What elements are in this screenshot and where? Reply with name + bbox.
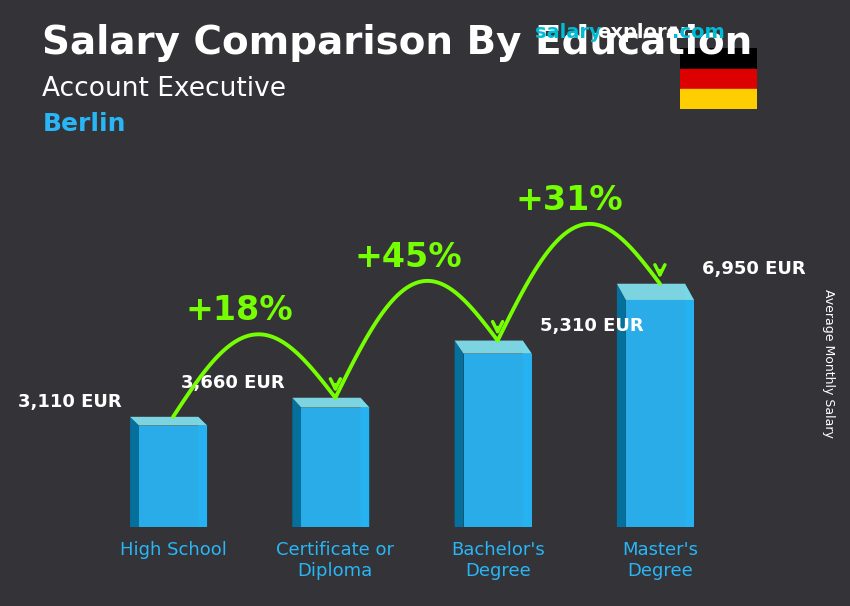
Text: 5,310 EUR: 5,310 EUR: [540, 317, 643, 335]
Polygon shape: [617, 284, 626, 527]
Polygon shape: [292, 398, 301, 527]
Polygon shape: [523, 341, 532, 527]
Polygon shape: [130, 417, 139, 527]
Text: salary: salary: [536, 23, 603, 42]
Bar: [680, 68, 756, 89]
Polygon shape: [455, 341, 463, 527]
Polygon shape: [617, 284, 694, 300]
Text: .com: .com: [672, 23, 725, 42]
Text: Average Monthly Salary: Average Monthly Salary: [822, 289, 836, 438]
Text: +45%: +45%: [354, 241, 462, 274]
Bar: [680, 89, 756, 109]
Polygon shape: [139, 425, 207, 527]
Text: +31%: +31%: [516, 184, 623, 217]
Polygon shape: [292, 398, 370, 408]
Polygon shape: [626, 300, 694, 527]
Text: 3,110 EUR: 3,110 EUR: [19, 393, 122, 411]
Text: +18%: +18%: [185, 295, 293, 327]
Text: 6,950 EUR: 6,950 EUR: [702, 260, 806, 278]
Polygon shape: [360, 398, 370, 527]
Text: explorer: explorer: [598, 23, 690, 42]
Text: Berlin: Berlin: [42, 112, 126, 136]
Polygon shape: [301, 408, 370, 527]
Polygon shape: [130, 417, 207, 425]
Polygon shape: [455, 341, 532, 353]
Text: Account Executive: Account Executive: [42, 76, 286, 102]
Bar: [680, 48, 756, 68]
Text: 3,660 EUR: 3,660 EUR: [180, 374, 284, 392]
Text: Salary Comparison By Education: Salary Comparison By Education: [42, 24, 753, 62]
Polygon shape: [463, 353, 532, 527]
Polygon shape: [198, 417, 207, 527]
Polygon shape: [685, 284, 694, 527]
